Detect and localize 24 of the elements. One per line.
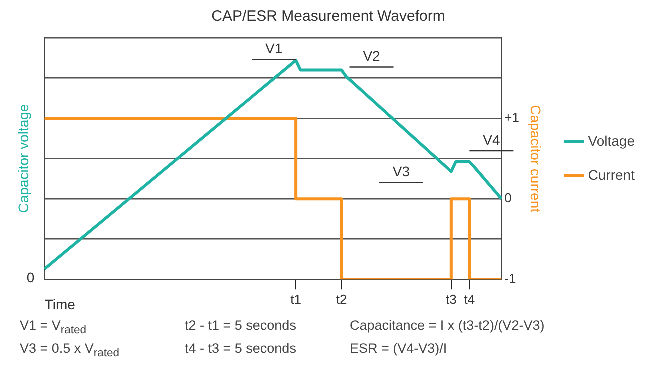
x-tick-label: t3 [446, 292, 457, 307]
legend-label: Current [588, 166, 636, 183]
text: Capacitance = I x (t3-t2)/(V2-V3) [350, 318, 546, 335]
y2-tick-label: 0 [504, 190, 512, 206]
x-tick-label: t4 [464, 292, 476, 307]
text: V3 = 0.5 x V$_{rated}$ [20, 340, 121, 360]
text: ESR = (V4-V3)/I [350, 340, 448, 358]
text: t2 - t1 = 5 seconds [185, 318, 298, 335]
text: t4 - t3 = 5 seconds [185, 340, 298, 358]
x-tick-label: t2 [336, 292, 348, 307]
x-tick-label: t1 [290, 292, 302, 307]
y2-axis-title: Capacitor current [528, 105, 544, 213]
chart-title: CAP/ESR Measurement Waveform [212, 8, 446, 26]
y-axis-title: Capacitor voltage [15, 104, 32, 214]
y2-tick-label: +1 [504, 110, 520, 126]
x-axis-title: Time [44, 296, 76, 312]
text: 0 [26, 269, 35, 286]
legend-label: Voltage [588, 132, 636, 149]
annotation: V3 [392, 164, 410, 180]
text: V1 = V$_{rated}$ [20, 318, 88, 337]
y2-tick-label: -1 [504, 271, 516, 286]
annotation: V4 [483, 132, 500, 148]
annotation: V1 [266, 40, 283, 56]
annotation: V2 [363, 48, 381, 64]
